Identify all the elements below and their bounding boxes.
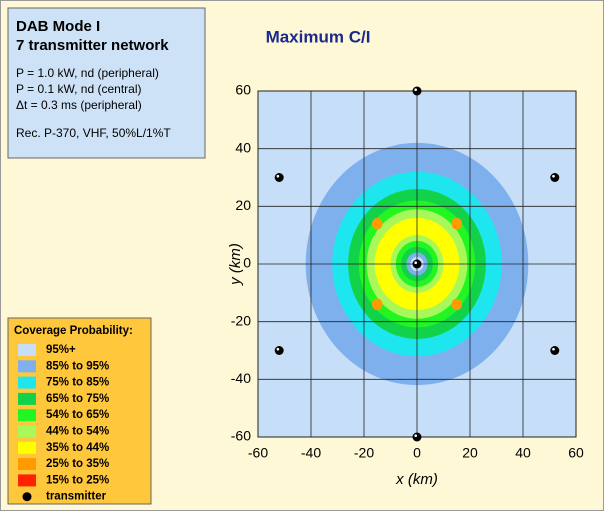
- x-axis-label: x (km): [395, 471, 438, 488]
- legend-label: transmitter: [46, 491, 107, 503]
- legend-swatch: [18, 474, 36, 487]
- x-tick-label: 40: [515, 445, 531, 461]
- info-line: Δt = 0.3 ms (peripheral): [16, 98, 142, 112]
- transmitter: [274, 173, 284, 182]
- y-tick-label: 0: [243, 255, 251, 271]
- x-tick-label: 60: [568, 445, 584, 461]
- legend-swatch: [18, 360, 36, 373]
- info-box: [7, 7, 206, 159]
- coverage-spot: [371, 217, 383, 230]
- legend-label: 44% to 54%: [46, 426, 109, 438]
- chart-title: Maximum C/I: [266, 27, 371, 46]
- legend-label: 35% to 44%: [46, 442, 109, 454]
- legend-swatch: [18, 392, 36, 405]
- legend-swatch: [18, 344, 36, 356]
- y-tick-label: 40: [235, 139, 251, 155]
- transmitter-highlight: [414, 88, 418, 91]
- transmitter-highlight: [552, 174, 555, 178]
- x-tick-label: 20: [462, 445, 478, 461]
- info-heading: 7 transmitter network: [16, 37, 169, 54]
- y-tick-label: 20: [235, 197, 251, 213]
- coverage-spot: [451, 217, 463, 230]
- y-axis-label: y (km): [227, 243, 244, 286]
- transmitter: [412, 86, 422, 96]
- x-tick-label: 0: [413, 445, 421, 461]
- y-tick-label: -20: [231, 312, 251, 328]
- legend-label: 65% to 75%: [46, 393, 109, 405]
- legend-title: Coverage Probability:: [14, 325, 133, 337]
- legend-label: 25% to 35%: [46, 458, 109, 470]
- y-tick-label: -60: [231, 428, 251, 444]
- transmitter: [550, 346, 560, 355]
- transmitter-highlight: [414, 261, 418, 265]
- info-line: P = 1.0 kW, nd (peripheral): [16, 66, 159, 80]
- legend-marker: [22, 492, 32, 502]
- legend-label: 85% to 95%: [46, 360, 109, 372]
- transmitter-highlight: [552, 347, 555, 351]
- info-line: P = 0.1 kW, nd (central): [16, 82, 142, 96]
- transmitter: [274, 346, 284, 355]
- legend-label: 54% to 65%: [46, 409, 109, 421]
- coverage-spot: [451, 298, 463, 311]
- y-tick-label: -40: [231, 370, 251, 386]
- transmitter-highlight: [414, 434, 418, 438]
- info-note: Rec. P-370, VHF, 50%L/1%T: [16, 126, 171, 140]
- transmitter: [550, 173, 560, 182]
- x-tick-label: -40: [301, 445, 321, 461]
- legend-label: 15% to 25%: [46, 474, 109, 486]
- transmitter: [412, 259, 422, 269]
- legend-swatch: [18, 409, 36, 422]
- legend-swatch: [18, 458, 36, 471]
- legend-label: 95%+: [46, 344, 76, 356]
- legend-swatch: [18, 425, 36, 438]
- legend-label: 75% to 85%: [46, 377, 109, 389]
- legend-swatch: [18, 376, 36, 389]
- x-tick-label: -20: [354, 445, 374, 461]
- y-tick-label: 60: [235, 82, 251, 98]
- transmitter: [412, 432, 422, 442]
- info-heading: DAB Mode I: [16, 18, 100, 35]
- legend-swatch: [18, 441, 36, 454]
- transmitter-highlight: [276, 174, 280, 178]
- transmitter-highlight: [276, 347, 280, 351]
- coverage-spot: [371, 298, 383, 311]
- x-tick-label: -60: [248, 445, 268, 461]
